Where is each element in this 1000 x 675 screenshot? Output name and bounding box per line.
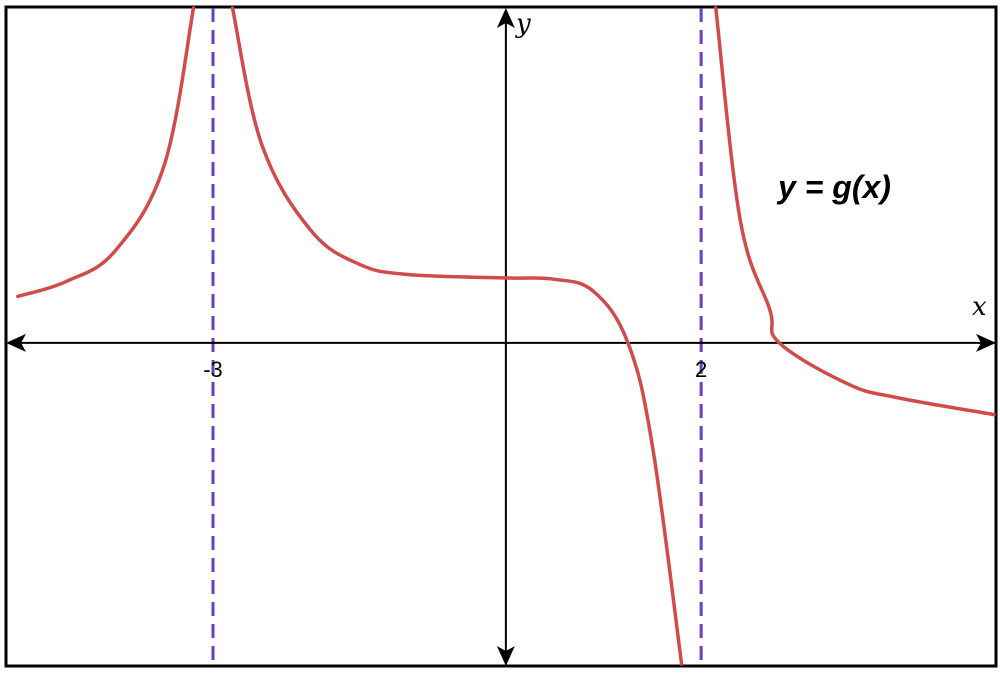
y-axis-up-arrow [496,8,515,28]
y-axis-down-arrow [496,646,515,666]
x-axis-label: x [972,292,987,322]
y-axis-label: y [515,9,531,39]
curve-branch-right [714,6,996,417]
x-axis-right-arrow [976,333,996,352]
function-label: y = g(x) [776,169,891,205]
plot-frame [4,5,998,668]
tick-label-2: 2 [695,357,707,382]
curve-branch-left [16,6,196,299]
tick-label-neg3: -3 [203,357,223,382]
curve-branch-middle [230,6,684,666]
x-axis-left-arrow [6,333,26,352]
